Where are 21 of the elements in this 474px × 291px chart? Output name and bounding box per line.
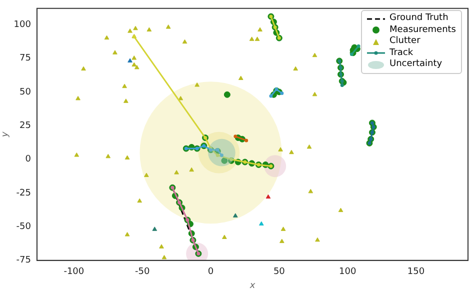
x-tick-label: 150 [407,267,425,278]
legend-label: Ground Truth [390,13,448,24]
x-tick-label: 100 [338,267,356,278]
y-tick-label: 25 [20,120,31,131]
y-tick-label: 50 [20,87,32,98]
y-axis-title: y [0,131,11,138]
legend-label: Track [390,48,414,59]
x-tick-label: -50 [134,267,150,278]
y-tick-label: 100 [14,20,32,30]
x-tick-label: 0 [208,267,214,278]
y-tick-label: -75 [16,256,31,266]
y-tick-label: -25 [16,188,31,198]
x-tick-label: 50 [273,267,286,278]
legend-label: Clutter [390,36,420,48]
y-tick-label: 75 [20,54,31,64]
y-tick-label: -50 [16,222,32,232]
x-axis-title: x [248,280,256,291]
legend-label: Measurements [390,24,456,36]
x-tick-label: -100 [64,267,84,278]
legend-label: Uncertainty [390,59,442,70]
y-tick-label: 0 [25,154,32,165]
